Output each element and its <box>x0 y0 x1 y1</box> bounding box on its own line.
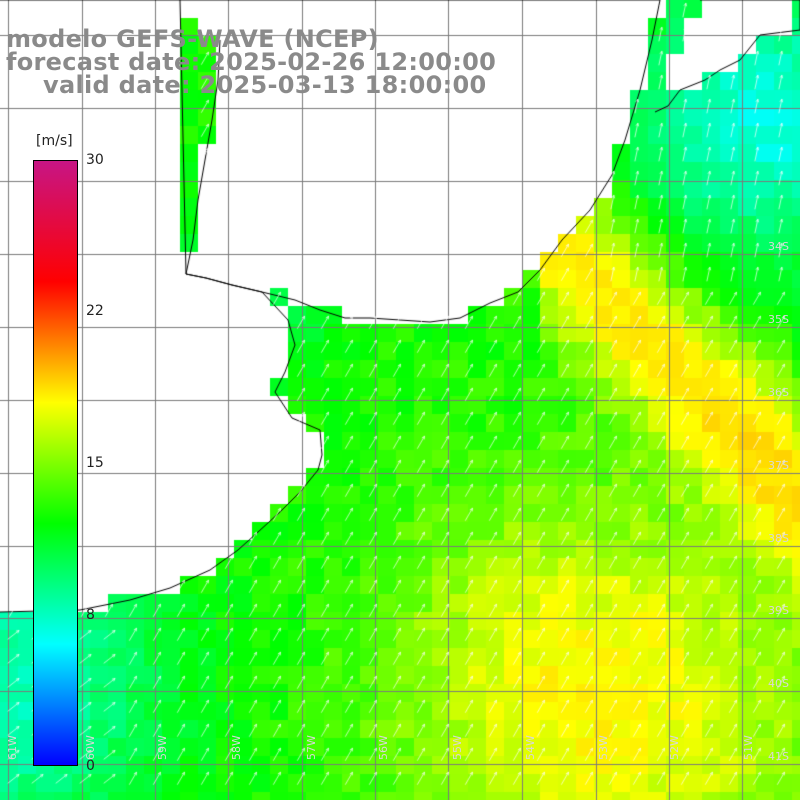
wind-speed-map <box>0 0 800 800</box>
